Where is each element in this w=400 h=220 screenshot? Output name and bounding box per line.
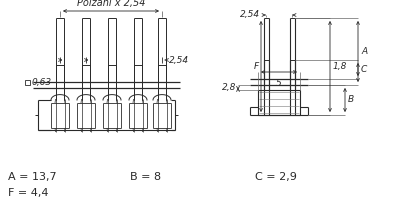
Bar <box>25 80 30 85</box>
Text: 2,54: 2,54 <box>240 11 260 20</box>
Text: F = 4,4: F = 4,4 <box>8 188 48 198</box>
Text: A: A <box>361 47 367 56</box>
Text: F: F <box>254 62 259 71</box>
Text: 2,54: 2,54 <box>169 55 189 64</box>
Text: 0,63: 0,63 <box>32 78 52 87</box>
Text: 2,8: 2,8 <box>222 83 236 92</box>
Text: 5: 5 <box>276 79 282 88</box>
Text: B: B <box>348 95 354 104</box>
Text: Polzahl x 2,54: Polzahl x 2,54 <box>77 0 145 8</box>
Text: A = 13,7: A = 13,7 <box>8 172 57 182</box>
Text: B = 8: B = 8 <box>130 172 161 182</box>
Text: C = 2,9: C = 2,9 <box>255 172 297 182</box>
Text: C: C <box>361 65 367 74</box>
Text: 1,8: 1,8 <box>333 62 347 71</box>
